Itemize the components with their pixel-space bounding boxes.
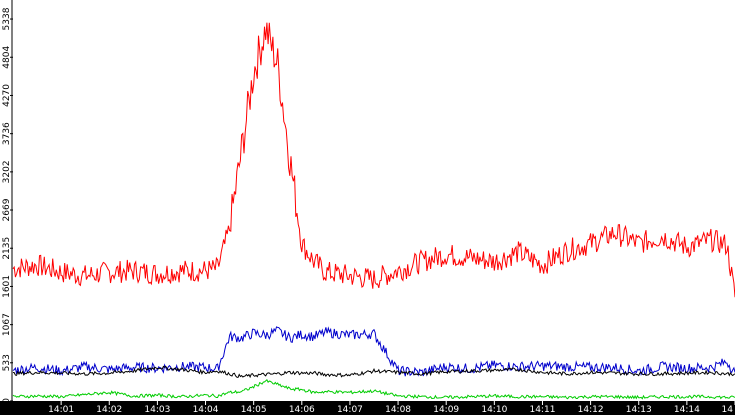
x-tick-label: 14:08 — [385, 405, 411, 415]
y-tick-label: 3736 — [2, 122, 12, 145]
series-line-1 — [12, 22, 735, 298]
x-tick-label: 14:11 — [529, 405, 555, 415]
x-tick-label: 14:04 — [193, 405, 219, 415]
series-layer — [12, 22, 735, 400]
x-tick-label: 14:07 — [337, 405, 363, 415]
y-tick-label: 1067 — [2, 313, 12, 336]
y-tick-label: 0 — [2, 398, 12, 404]
x-tick-label: 14:14 — [674, 405, 700, 415]
x-tick-label: 14:10 — [481, 405, 507, 415]
x-tick-label: 14:05 — [241, 405, 267, 415]
y-tick-label: 4804 — [2, 46, 12, 69]
y-axis: 0 533 1067 1601 2135 2669 3202 3736 4270 4804 5338 — [2, 7, 13, 404]
x-tick-label: 14:02 — [96, 405, 122, 415]
x-tick-label: 14:03 — [144, 405, 170, 415]
x-tick-label: 14:06 — [289, 405, 315, 415]
series-line-3 — [12, 365, 735, 379]
y-tick-label: 1601 — [2, 275, 12, 298]
x-tick-label: 14:12 — [578, 405, 604, 415]
x-tick-label: 14:09 — [433, 405, 459, 415]
y-tick-label: 4270 — [2, 84, 12, 107]
y-tick-label: 3202 — [2, 160, 12, 183]
y-tick-label: 2135 — [2, 237, 12, 260]
series-line-4 — [12, 378, 735, 400]
series-line-2 — [12, 326, 735, 377]
x-axis: 14:01 14:02 14:03 14:04 14:05 14:06 14:07 14:08… — [48, 401, 735, 415]
y-tick-label: 533 — [2, 354, 12, 371]
x-tick-label: 14:13 — [626, 405, 652, 415]
y-tick-label: 2669 — [2, 198, 12, 221]
x-tick-label: 14 — [722, 405, 734, 415]
y-tick-label: 5338 — [2, 7, 12, 30]
x-axis-band — [0, 401, 735, 415]
x-tick-label: 14:01 — [48, 405, 74, 415]
